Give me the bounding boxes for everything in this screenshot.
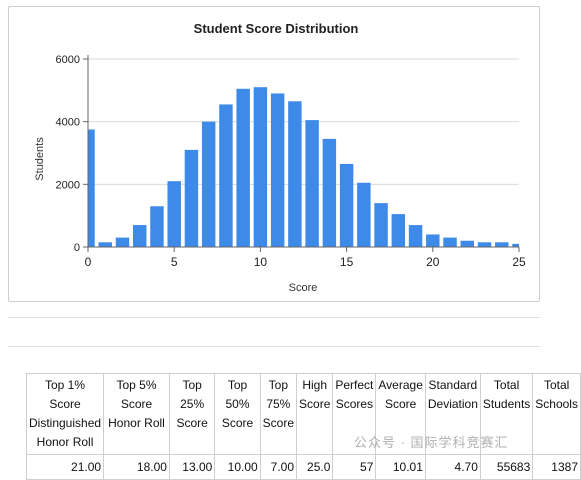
bar (305, 120, 319, 247)
header-standard-deviation: Standard Deviation (424, 373, 481, 455)
value-standard-deviation: 4.70 (424, 454, 481, 480)
header-top5-score: Top 5% Score Honor Roll (103, 373, 170, 455)
bar (115, 237, 130, 247)
header-high-score: High Score (296, 373, 334, 455)
header-top1-score: Top 1% Score Distinguished Honor Roll (25, 373, 105, 455)
value-top25-score: 13.00 (168, 454, 216, 480)
histogram-chart: Student Score Distribution 0 2000 4000 6000… (34, 21, 526, 294)
bar (374, 203, 388, 247)
value-top50-score: 10.00 (214, 454, 261, 480)
header-total-students: Total Students (479, 373, 534, 455)
value-top5-score: 18.00 (103, 454, 170, 480)
chart-panel: Student Score Distribution 0 2000 4000 6000… (8, 6, 540, 302)
x-tick-label: 0 (85, 255, 92, 269)
score-statistics-table: Top 1% Score Distinguished Honor Roll To… (25, 373, 581, 480)
bar (88, 129, 95, 247)
stats-header-row: Top 1% Score Distinguished Honor Roll To… (25, 373, 581, 455)
bar (443, 237, 457, 247)
y-tick-label: 0 (74, 242, 80, 254)
bar (150, 206, 164, 247)
x-tick-label: 20 (426, 255, 440, 269)
value-top1-score: 21.00 (25, 454, 105, 480)
x-tick-label: 25 (512, 255, 526, 269)
x-tick-label: 15 (340, 255, 354, 269)
bar (495, 242, 509, 247)
bar (270, 93, 285, 247)
value-total-schools: 1387 (532, 454, 581, 480)
bars (88, 87, 519, 248)
bar (357, 182, 371, 247)
bar (477, 242, 492, 247)
bar (219, 104, 233, 247)
value-total-students: 55683 (479, 454, 534, 480)
header-top75-score: Top 75% Score (259, 373, 298, 455)
y-axis-label: Students (34, 137, 46, 181)
bar (391, 214, 406, 247)
stats-value-row: 21.00 18.00 13.00 10.00 7.00 25.0 57 10.… (25, 454, 581, 480)
watermark-text: 公众号 · 国际学科竞赛汇 (354, 435, 509, 450)
bar (201, 121, 216, 247)
value-top75-score: 7.00 (259, 454, 298, 480)
bar (426, 234, 440, 247)
bar (98, 242, 112, 247)
bar (132, 225, 147, 247)
header-top25-score: Top 25% Score (168, 373, 216, 455)
value-perfect-scores: 57 (332, 454, 377, 480)
header-total-schools: Total Schools (532, 373, 581, 455)
bar (236, 88, 250, 248)
bar (184, 149, 199, 247)
y-tick-label: 2000 (56, 179, 80, 191)
grid-lines (88, 58, 519, 185)
x-tick-label: 10 (254, 255, 268, 269)
value-high-score: 25.0 (296, 454, 334, 480)
header-top50-score: Top 50% Score (214, 373, 261, 455)
bar (322, 138, 337, 247)
header-average-score: Average Score (375, 373, 426, 455)
x-axis-label: Score (289, 282, 318, 294)
bar (253, 87, 268, 247)
y-tick-label: 4000 (56, 117, 80, 129)
separator-line (8, 317, 540, 318)
x-tick-label: 5 (171, 255, 178, 269)
chart-title: Student Score Distribution (194, 21, 359, 36)
axes: 0 2000 4000 6000 0 5 10 15 20 25 (56, 54, 526, 269)
bar (460, 240, 475, 247)
bar (167, 181, 181, 247)
separator-line (8, 346, 540, 347)
bar (408, 225, 423, 247)
bar (288, 101, 302, 247)
bar (512, 243, 519, 247)
y-tick-label: 6000 (56, 54, 80, 66)
value-average-score: 10.01 (375, 454, 426, 480)
bar (339, 163, 354, 247)
